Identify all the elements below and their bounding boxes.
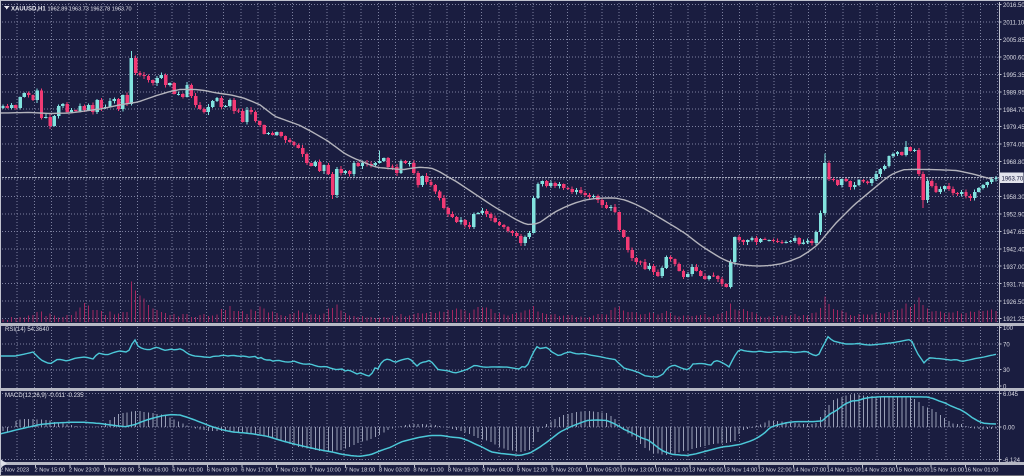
svg-text:7 Nov 18:00: 7 Nov 18:00 (345, 467, 376, 473)
svg-text:15 Nov 08:00: 15 Nov 08:00 (896, 467, 930, 473)
svg-text:1984.70: 1984.70 (1003, 108, 1024, 114)
svg-text:1968.80: 1968.80 (1003, 160, 1024, 166)
svg-text:1942.40: 1942.40 (1003, 247, 1024, 253)
svg-text:XAUUSD,H1: XAUUSD,H1 (11, 7, 46, 13)
svg-text:1952.90: 1952.90 (1003, 213, 1024, 219)
svg-text:16 Nov 01:00: 16 Nov 01:00 (965, 467, 999, 473)
svg-text:1962.89 1963.73 1962.78 1963.7: 1962.89 1963.73 1962.78 1963.70 (48, 7, 132, 13)
svg-text:6.045: 6.045 (1003, 392, 1019, 398)
svg-text:15 Nov 16:00: 15 Nov 16:00 (930, 467, 964, 473)
svg-text:3 Nov 16:00: 3 Nov 16:00 (138, 467, 169, 473)
svg-text:1995.35: 1995.35 (1003, 73, 1024, 79)
svg-text:6 Nov 09:00: 6 Nov 09:00 (207, 467, 238, 473)
svg-text:2000.60: 2000.60 (1003, 55, 1024, 61)
svg-text:1921.25: 1921.25 (1003, 317, 1024, 323)
svg-text:3 Nov 08:00: 3 Nov 08:00 (103, 467, 134, 473)
svg-text:8 Nov 03:00: 8 Nov 03:00 (379, 467, 410, 473)
svg-text:7 Nov 02:00: 7 Nov 02:00 (276, 467, 307, 473)
svg-text:14 Nov 15:00: 14 Nov 15:00 (827, 467, 861, 473)
svg-text:14 Nov 23:00: 14 Nov 23:00 (861, 467, 895, 473)
svg-text:10 Nov 13:00: 10 Nov 13:00 (620, 467, 654, 473)
svg-text:1974.05: 1974.05 (1003, 143, 1024, 149)
svg-text:9 Nov 20:00: 9 Nov 20:00 (551, 467, 582, 473)
svg-text:6 Nov 01:00: 6 Nov 01:00 (172, 467, 203, 473)
svg-text:10 Nov 05:00: 10 Nov 05:00 (586, 467, 620, 473)
svg-text:MACD(12,26,9) -0.011 -0.235: MACD(12,26,9) -0.011 -0.235 (5, 393, 84, 399)
svg-text:RSI(14) 54.3640: RSI(14) 54.3640 (5, 327, 50, 333)
svg-text:-6.124: -6.124 (1003, 458, 1021, 464)
svg-text:1931.75: 1931.75 (1003, 282, 1024, 288)
svg-text:1947.65: 1947.65 (1003, 230, 1024, 236)
svg-text:13 Nov 22:00: 13 Nov 22:00 (758, 467, 792, 473)
svg-text:14 Nov 07:00: 14 Nov 07:00 (792, 467, 826, 473)
svg-text:10 Nov 21:00: 10 Nov 21:00 (655, 467, 689, 473)
svg-text:8 Nov 11:00: 8 Nov 11:00 (413, 467, 443, 473)
svg-text:1958.30: 1958.30 (1003, 195, 1024, 201)
svg-text:2005.85: 2005.85 (1003, 38, 1024, 44)
svg-text:70: 70 (1003, 343, 1010, 349)
svg-text:2 Nov 23:00: 2 Nov 23:00 (69, 467, 100, 473)
svg-text:2016.50: 2016.50 (1003, 3, 1024, 9)
svg-text:9 Nov 04:00: 9 Nov 04:00 (482, 467, 513, 473)
svg-text:0.00: 0.00 (1003, 425, 1015, 431)
svg-text:100: 100 (1003, 326, 1014, 332)
svg-text:2011.10: 2011.10 (1003, 21, 1024, 27)
svg-text:1926.50: 1926.50 (1003, 300, 1024, 306)
svg-text:7 Nov 10:00: 7 Nov 10:00 (310, 467, 341, 473)
svg-text:0: 0 (1003, 384, 1007, 390)
svg-text:1979.45: 1979.45 (1003, 125, 1024, 131)
svg-text:1989.95: 1989.95 (1003, 90, 1024, 96)
svg-text:6 Nov 17:00: 6 Nov 17:00 (241, 467, 272, 473)
svg-text:30: 30 (1003, 368, 1010, 374)
svg-text:2 Nov 15:00: 2 Nov 15:00 (35, 467, 66, 473)
svg-text:9 Nov 12:00: 9 Nov 12:00 (517, 467, 548, 473)
svg-text:8 Nov 19:00: 8 Nov 19:00 (448, 467, 479, 473)
svg-text:1963.70: 1963.70 (1002, 176, 1024, 182)
svg-text:13 Nov 14:00: 13 Nov 14:00 (724, 467, 758, 473)
svg-text:2 Nov 2023: 2 Nov 2023 (0, 467, 29, 473)
svg-text:1937.00: 1937.00 (1003, 265, 1024, 271)
svg-text:13 Nov 06:00: 13 Nov 06:00 (689, 467, 723, 473)
